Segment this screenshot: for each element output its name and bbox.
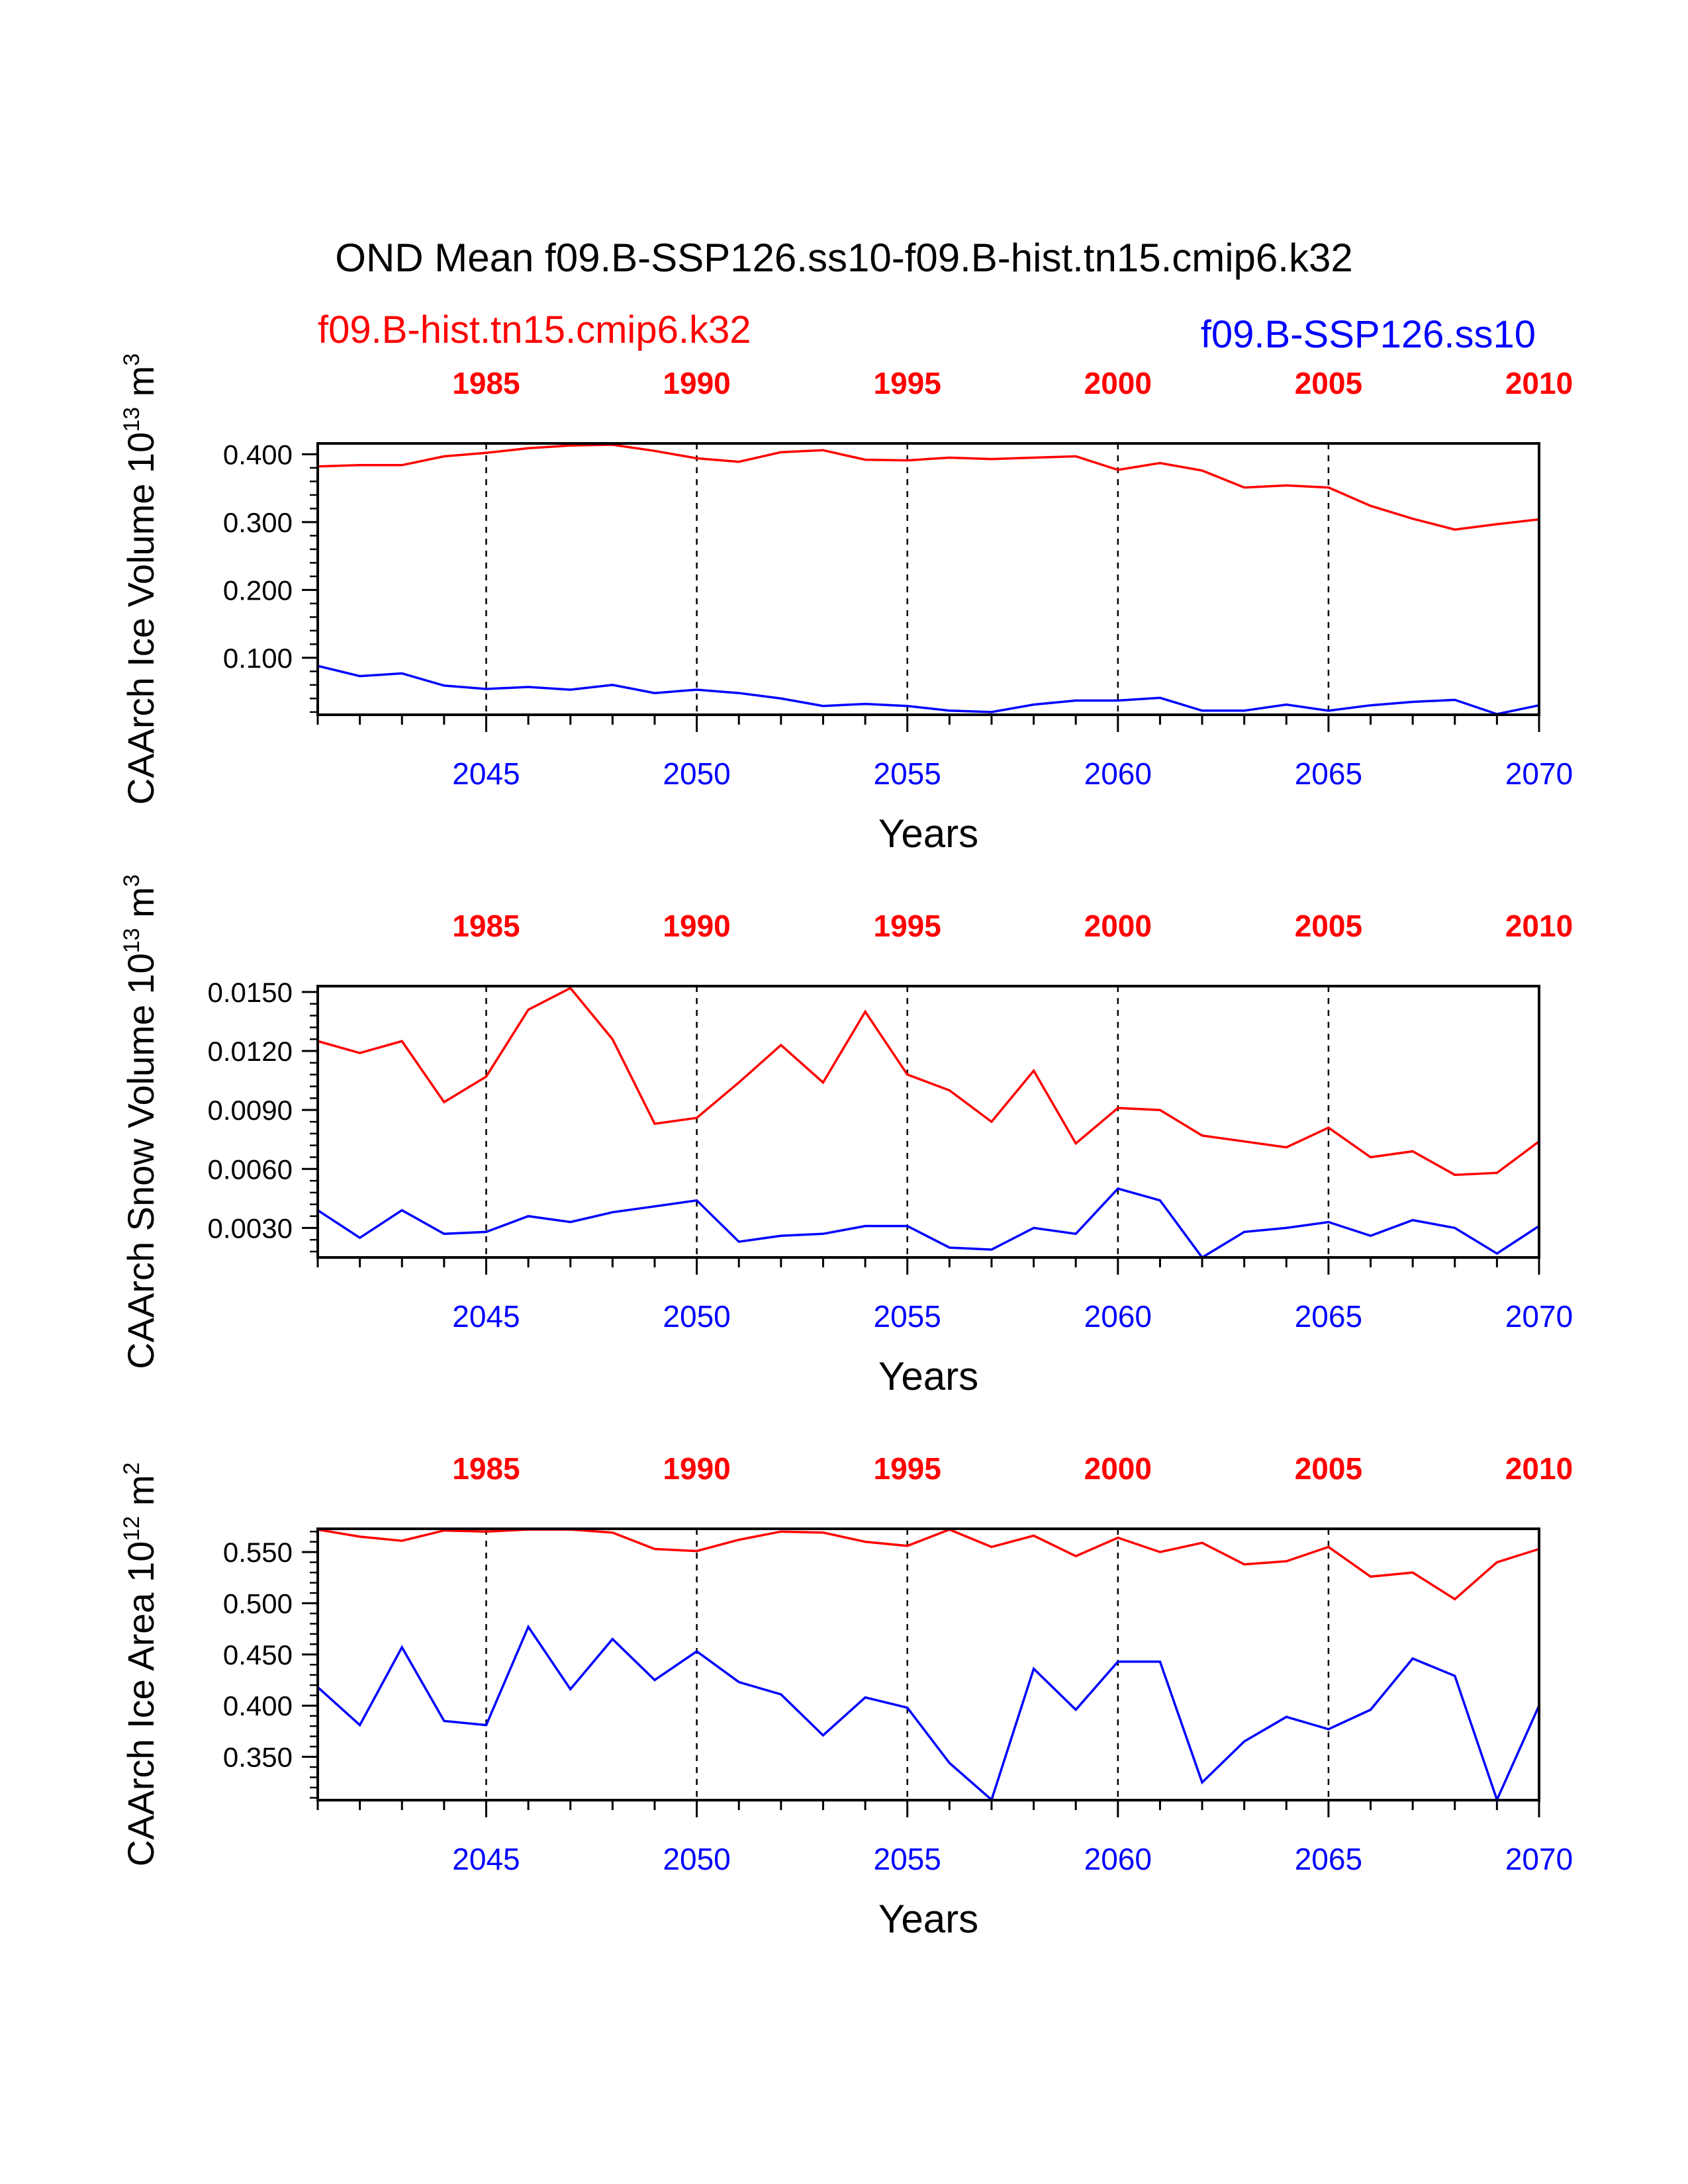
plot-frame: [316, 442, 1540, 716]
series-line-hist: [317, 1528, 1540, 1601]
top-tick-label: 1985: [452, 1451, 520, 1486]
top-tick-label: 1990: [663, 366, 730, 400]
top-tick-label: 1985: [452, 909, 520, 943]
top-tick-label: 1990: [663, 1451, 730, 1486]
top-tick-label: 2010: [1505, 366, 1573, 400]
y-label-unit-exponent: 2: [119, 1463, 144, 1475]
bottom-tick-label: 2050: [663, 1299, 730, 1334]
y-label-exponent: 13: [119, 407, 144, 432]
bottom-tick-label: 2065: [1295, 1299, 1362, 1334]
top-tick-label: 2005: [1295, 366, 1362, 400]
top-tick-label: 2010: [1505, 909, 1573, 943]
y-label-exponent: 13: [119, 928, 144, 953]
y-label-unit: m: [120, 1475, 162, 1516]
bottom-tick-label: 2055: [874, 1299, 941, 1334]
y-tick-label: 0.500: [223, 1588, 293, 1619]
y-tick-label: 0.200: [223, 574, 293, 606]
bottom-tick-label: 2060: [1084, 756, 1152, 791]
y-label-unit-exponent: 3: [119, 353, 144, 366]
y-axis-label: CAArch Snow Volume 1013 m3: [119, 874, 162, 1369]
top-tick-label: 2000: [1084, 366, 1152, 400]
top-tick-label: 2005: [1295, 909, 1362, 943]
y-tick-label: 0.0150: [208, 977, 293, 1008]
y-label-text: CAArch Ice Volume 10: [120, 432, 162, 805]
y-label-text: CAArch Ice Area 10: [120, 1541, 162, 1867]
top-tick-label: 1995: [874, 1451, 941, 1486]
x-axis-label: Years: [878, 1354, 978, 1398]
panel-1: 0.100 0.200 0.300 0.400 2045 2050 2055 2060 2065…: [119, 353, 1573, 856]
bottom-tick-label: 2045: [452, 756, 520, 791]
bottom-tick-label: 2055: [874, 1842, 941, 1876]
top-tick-label: 2005: [1295, 1451, 1362, 1486]
top-tick-label: 1995: [874, 909, 941, 943]
bottom-tick-label: 2045: [452, 1842, 520, 1876]
panels-group: 0.100 0.200 0.300 0.400 2045 2050 2055 2060 2065…: [119, 353, 1573, 1941]
top-tick-label: 2010: [1505, 1451, 1573, 1486]
bottom-tick-label: 2055: [874, 756, 941, 791]
y-tick-label: 0.550: [223, 1537, 293, 1568]
bottom-tick-label: 2050: [663, 1842, 730, 1876]
y-tick-label: 0.0120: [208, 1036, 293, 1067]
plot-frame: [316, 1527, 1540, 1801]
bottom-tick-label: 2050: [663, 756, 730, 791]
y-label-unit: m: [120, 366, 162, 407]
y-tick-label: 0.0090: [208, 1095, 293, 1126]
legend-ssp-label: f09.B-SSP126.ss10: [1201, 313, 1536, 356]
top-tick-label: 2000: [1084, 909, 1152, 943]
y-axis-label: CAArch Ice Area 1012 m2: [119, 1463, 162, 1867]
y-label-unit-exponent: 3: [119, 874, 144, 887]
y-tick-label: 0.400: [223, 1690, 293, 1721]
top-tick-label: 1990: [663, 909, 730, 943]
y-tick-label: 0.300: [223, 507, 293, 538]
bottom-tick-label: 2045: [452, 1299, 520, 1334]
series-line-hist: [317, 986, 1540, 1176]
y-tick-label: 0.450: [223, 1639, 293, 1670]
series-line-ssp: [317, 1187, 1540, 1259]
bottom-tick-label: 2060: [1084, 1842, 1152, 1876]
x-axis-label: Years: [878, 811, 978, 856]
x-axis-label: Years: [878, 1897, 978, 1941]
y-tick-label: 0.400: [223, 439, 293, 470]
y-tick-label: 0.350: [223, 1742, 293, 1773]
top-tick-label: 2000: [1084, 1451, 1152, 1486]
panel-2: 0.0030 0.0060 0.0090 0.0120 0.0150 2045 2050 20…: [119, 874, 1573, 1398]
bottom-tick-label: 2070: [1505, 1299, 1573, 1334]
y-tick-label: 0.100: [223, 643, 293, 674]
top-tick-label: 1995: [874, 366, 941, 400]
chart-title: OND Mean f09.B-SSP126.ss10-f09.B-hist.tn…: [335, 236, 1352, 280]
bottom-tick-label: 2065: [1295, 756, 1362, 791]
y-axis-label: CAArch Ice Volume 1013 m3: [119, 353, 162, 805]
y-tick-label: 0.0060: [208, 1154, 293, 1185]
bottom-tick-label: 2070: [1505, 756, 1573, 791]
y-label-unit: m: [120, 887, 162, 928]
y-label-exponent: 12: [119, 1516, 144, 1541]
top-tick-label: 1985: [452, 366, 520, 400]
y-label-text: CAArch Snow Volume 10: [120, 953, 162, 1369]
bottom-tick-label: 2065: [1295, 1842, 1362, 1876]
bottom-tick-label: 2060: [1084, 1299, 1152, 1334]
legend-hist-label: f09.B-hist.tn15.cmip6.k32: [318, 308, 751, 351]
plot-frame: [316, 985, 1540, 1259]
series-line-ssp: [317, 664, 1540, 715]
y-tick-label: 0.0030: [208, 1212, 293, 1244]
panel-3: 0.350 0.400 0.450 0.500 0.550 2045 2050 2055 206…: [119, 1451, 1573, 1941]
series-line-ssp: [316, 1624, 1540, 1803]
series-line-hist: [317, 443, 1540, 531]
bottom-tick-label: 2070: [1505, 1842, 1573, 1876]
